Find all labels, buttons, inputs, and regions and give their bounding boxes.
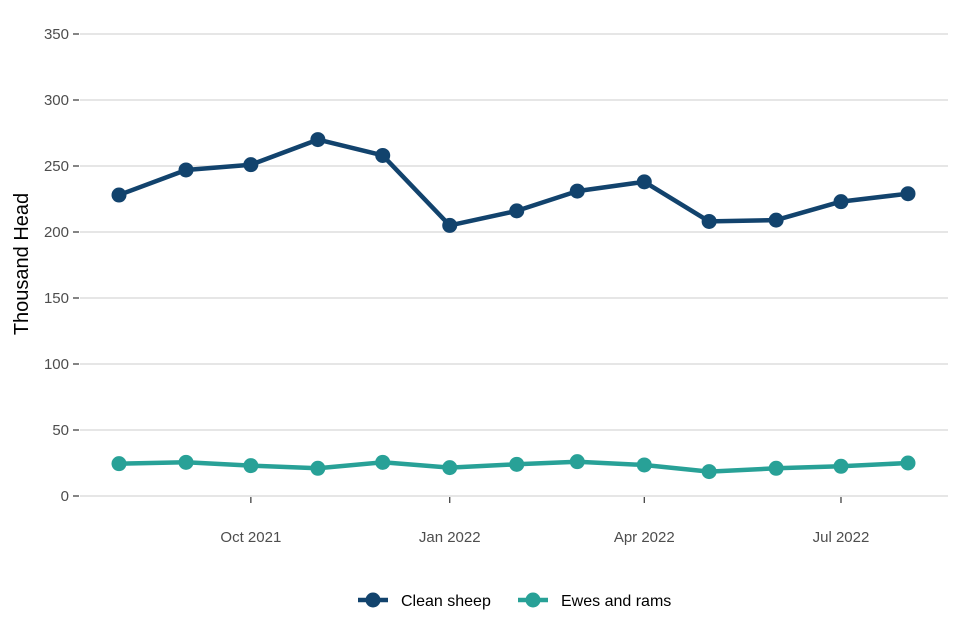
y-tick-label: 250 xyxy=(44,158,69,175)
x-tick-label: Oct 2021 xyxy=(220,529,281,546)
data-point-ewes-and-rams xyxy=(833,458,849,474)
y-axis-title: Thousand Head xyxy=(11,193,33,335)
legend: Clean sheep Ewes and rams xyxy=(358,592,671,610)
legend-label: Ewes and rams xyxy=(561,593,671,610)
data-point-ewes-and-rams xyxy=(310,460,326,476)
legend-item-ewes-and-rams: Ewes and rams xyxy=(518,592,671,610)
data-point-clean-sheep xyxy=(178,162,194,178)
y-tick-label: 150 xyxy=(44,290,69,307)
y-axis: 0 50 100 150 200 250 300 350 xyxy=(44,26,79,505)
series xyxy=(111,132,916,480)
x-tick-label: Apr 2022 xyxy=(614,529,675,546)
data-point-clean-sheep xyxy=(509,203,525,219)
data-point-clean-sheep xyxy=(833,194,849,210)
y-tick-label: 50 xyxy=(52,422,69,439)
data-point-clean-sheep xyxy=(636,174,652,190)
legend-label: Clean sheep xyxy=(401,593,491,610)
data-point-clean-sheep xyxy=(569,183,585,199)
gridlines xyxy=(80,33,948,497)
x-tick-label: Jul 2022 xyxy=(813,529,870,546)
data-point-clean-sheep xyxy=(310,132,326,148)
y-tick-label: 350 xyxy=(44,26,69,43)
data-point-clean-sheep xyxy=(442,217,458,233)
data-point-ewes-and-rams xyxy=(569,454,585,470)
data-point-ewes-and-rams xyxy=(178,454,194,470)
data-point-clean-sheep xyxy=(111,187,127,203)
x-axis: Oct 2021 Jan 2022 Apr 2022 Jul 2022 xyxy=(220,497,869,546)
legend-item-clean-sheep: Clean sheep xyxy=(358,592,491,610)
y-tick-label: 0 xyxy=(61,488,69,505)
data-point-clean-sheep xyxy=(701,213,717,229)
y-tick-label: 100 xyxy=(44,356,69,373)
data-point-ewes-and-rams xyxy=(509,456,525,472)
data-point-clean-sheep xyxy=(375,147,391,163)
y-tick-label: 200 xyxy=(44,224,69,241)
data-point-ewes-and-rams xyxy=(636,457,652,473)
y-tick-label: 300 xyxy=(44,92,69,109)
data-point-ewes-and-rams xyxy=(768,460,784,476)
series-clean-sheep xyxy=(111,132,916,233)
legend-key-marker xyxy=(525,592,541,608)
data-point-clean-sheep xyxy=(768,212,784,228)
data-point-ewes-and-rams xyxy=(900,455,916,471)
data-point-ewes-and-rams xyxy=(442,460,458,476)
x-tick-label: Jan 2022 xyxy=(419,529,481,546)
legend-key-marker xyxy=(365,592,381,608)
data-point-ewes-and-rams xyxy=(111,456,127,472)
data-point-ewes-and-rams xyxy=(243,458,259,474)
data-point-ewes-and-rams xyxy=(375,454,391,470)
data-point-ewes-and-rams xyxy=(701,464,717,480)
data-point-clean-sheep xyxy=(243,157,259,173)
data-point-clean-sheep xyxy=(900,186,916,202)
series-ewes-and-rams xyxy=(111,454,916,480)
